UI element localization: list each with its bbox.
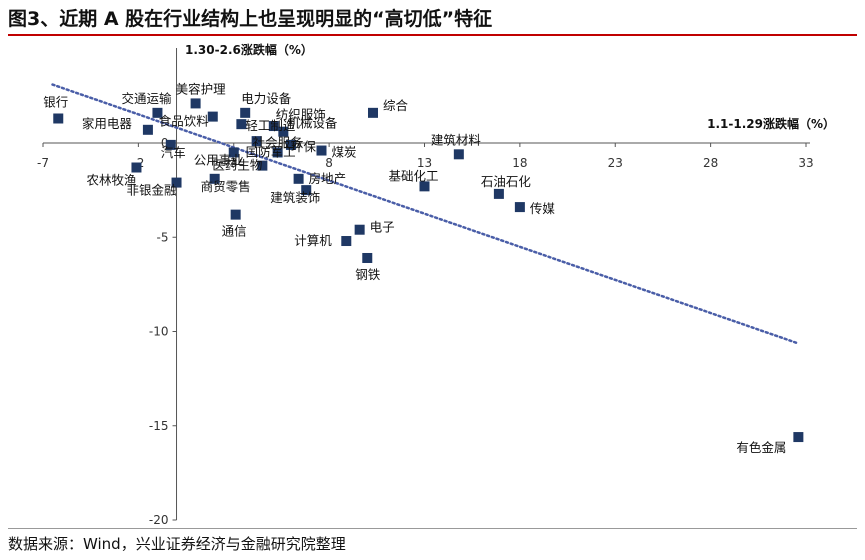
chart-title: 图3、近期 A 股在行业结构上也呈现明显的“高切低”特征	[8, 8, 493, 30]
data-point-label: 电力设备	[241, 91, 292, 106]
data-point	[285, 139, 296, 150]
x-tick-label: 8	[325, 156, 333, 170]
data-point-label: 交通运输	[121, 91, 172, 106]
data-point	[362, 252, 373, 263]
data-point-label: 食品饮料	[159, 114, 210, 129]
data-point-label: 汽车	[161, 145, 186, 160]
x-tick-label: 3	[230, 156, 238, 170]
data-point	[278, 126, 289, 137]
data-point-label: 传媒	[530, 201, 556, 216]
data-point-label: 综合	[383, 98, 409, 113]
x-tick-label: 13	[417, 156, 432, 170]
y-axis-title: 1.30-2.6涨跌幅（%）	[185, 42, 313, 57]
data-point-label: 通信	[222, 224, 247, 239]
bottom-rule	[8, 528, 857, 529]
data-point	[240, 107, 251, 118]
y-tick-label: -20	[149, 513, 169, 527]
data-point	[272, 147, 283, 158]
data-point	[230, 209, 241, 220]
data-point-label: 公用事业	[194, 152, 244, 167]
data-point-label: 基础化工	[389, 168, 439, 183]
trendline	[51, 83, 798, 345]
x-tick-label: 18	[512, 156, 527, 170]
data-point	[209, 173, 220, 184]
data-point	[251, 136, 262, 147]
data-point-label: 商贸零售	[201, 179, 251, 194]
data-point	[165, 139, 176, 150]
data-point-label: 轻工制造	[245, 118, 296, 133]
data-point	[131, 162, 142, 173]
data-point	[514, 202, 525, 213]
x-tick-label: 33	[798, 156, 813, 170]
y-tick-label: -5	[157, 230, 169, 244]
data-point-label: 煤炭	[331, 145, 356, 160]
data-point	[367, 107, 378, 118]
data-point-label: 美容护理	[176, 81, 227, 96]
data-point-label: 计算机	[294, 233, 332, 248]
title-rule	[8, 34, 857, 36]
points-group	[53, 98, 804, 443]
data-point-label: 非银金融	[127, 183, 178, 198]
data-point	[268, 121, 279, 132]
data-point	[419, 181, 430, 192]
data-point-label: 建筑装饰	[270, 190, 320, 205]
data-point	[453, 149, 464, 160]
data-point	[316, 145, 327, 156]
data-point	[236, 119, 247, 130]
data-point-label: 医药生物	[212, 158, 262, 173]
data-point-label: 建筑材料	[431, 132, 482, 147]
data-point-label: 社会服务	[253, 135, 303, 150]
data-point	[152, 107, 163, 118]
data-point	[493, 188, 504, 199]
source-note: 数据来源：Wind，兴业证券经济与金融研究院整理	[8, 535, 346, 553]
data-point	[293, 173, 304, 184]
data-point-label: 机械设备	[287, 116, 338, 131]
data-point-label: 石油石化	[481, 174, 532, 189]
data-point	[354, 224, 365, 235]
x-tick-label: -7	[37, 156, 49, 170]
data-point	[341, 236, 352, 247]
data-point	[228, 147, 239, 158]
data-point	[142, 124, 153, 135]
data-point-label: 纺织服饰	[276, 107, 326, 122]
y-tick-label: -15	[149, 419, 169, 433]
data-point-label: 国防军工	[246, 144, 296, 159]
data-point	[53, 113, 64, 124]
data-point-label: 电子	[370, 220, 395, 235]
data-point	[171, 177, 182, 188]
x-tick-label: 28	[703, 156, 718, 170]
data-point-label: 钢铁	[355, 267, 381, 282]
data-point-label: 家用电器	[82, 116, 133, 131]
data-point-label: 银行	[43, 94, 68, 109]
data-point-label: 农林牧渔	[86, 173, 136, 188]
trendline-group	[51, 83, 798, 345]
data-point-label: 有色金属	[736, 440, 786, 455]
x-tick-label: 23	[608, 156, 623, 170]
data-point	[207, 111, 218, 122]
x-axis-title: 1.1-1.29涨跌幅（%）	[707, 116, 835, 131]
y-tick-label: -10	[149, 325, 169, 339]
y-tick-label: 0	[161, 136, 169, 150]
data-point-label: 环保	[291, 139, 317, 154]
data-point	[257, 160, 268, 171]
data-point	[190, 98, 201, 109]
data-point-label: 房地产	[309, 171, 347, 186]
data-point	[793, 432, 804, 443]
data-point	[301, 185, 312, 196]
